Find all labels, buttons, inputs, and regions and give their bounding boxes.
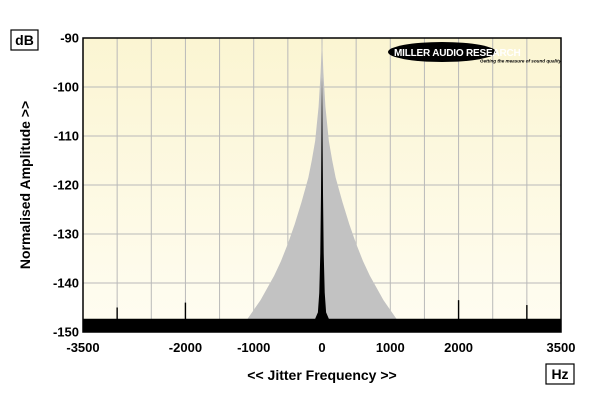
y-unit-box: dB [10,29,39,51]
x-unit-box: Hz [545,363,575,385]
y-tick-label: -120 [53,178,79,193]
y-tick-label: -90 [60,31,79,46]
series-layer [83,38,561,332]
brand-name: MILLER AUDIO RESEARCH [394,48,521,59]
y-tick-label: -130 [53,227,79,242]
y-axis-title: Normalised Amplitude >> [17,101,33,269]
y-tick-label: -110 [54,129,79,144]
y-tick-label: -100 [53,80,79,95]
series-area-2 [83,77,561,332]
x-unit-label: Hz [551,366,568,382]
y-tick-label: -140 [53,276,79,291]
x-tick-label: 3500 [547,340,576,355]
x-tick-label: 2000 [444,340,473,355]
x-axis-title: << Jitter Frequency >> [247,367,396,383]
brand-tagline: Getting the measure of sound quality [480,59,562,64]
x-tick-label: 0 [318,340,325,355]
x-tick-label: -2000 [169,340,202,355]
x-tick-label: -1000 [237,340,270,355]
plot-frame [82,37,562,333]
spur-layer [116,300,528,332]
x-tick-labels: -3500 -2000 -1000 0 1000 2000 3500 [66,340,575,355]
y-tick-label: -150 [53,325,79,340]
y-tick-labels: -90 -100 -110 -120 -130 -140 -150 [53,31,79,340]
x-tick-label: -3500 [66,340,99,355]
x-tick-label: 1000 [376,340,405,355]
brand-logo: MILLER AUDIO RESEARCH Getting the measur… [388,42,562,64]
y-unit-label: dB [15,32,34,48]
